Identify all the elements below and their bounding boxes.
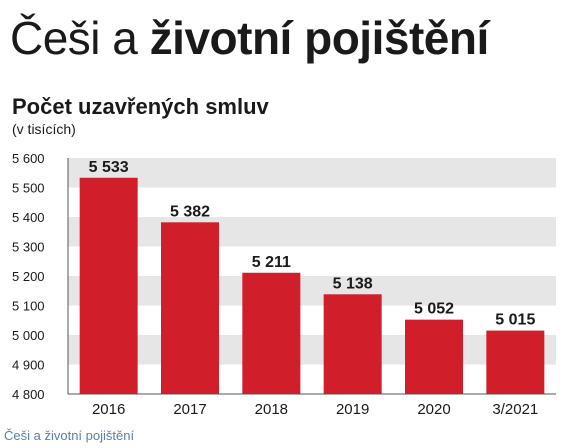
- data-label: 5 052: [414, 301, 454, 318]
- image-caption[interactable]: Češi a životní pojištění: [4, 428, 135, 443]
- bar: [323, 294, 382, 394]
- grid-band: [68, 217, 556, 247]
- headline: Češi a životní pojištění: [10, 10, 489, 66]
- headline-bold: životní pojištění: [149, 12, 490, 64]
- bar: [79, 177, 138, 394]
- y-tick-label: 4 800: [12, 387, 45, 402]
- bar: [161, 222, 219, 394]
- y-tick-label: 5 200: [12, 269, 45, 284]
- grid-band: [68, 187, 556, 217]
- data-label: 5 211: [252, 254, 291, 271]
- data-label: 5 382: [170, 203, 210, 220]
- grid-band: [68, 305, 556, 335]
- data-label: 5 138: [333, 275, 373, 292]
- y-tick-label: 5 500: [12, 181, 45, 196]
- grid-band: [68, 246, 556, 276]
- bar: [405, 319, 463, 394]
- x-tick-label: 2020: [417, 401, 450, 418]
- data-label: 5 533: [89, 159, 129, 176]
- x-tick-label: 2019: [336, 401, 369, 418]
- chart-unit: (v tisících): [12, 121, 76, 137]
- grid-band: [68, 335, 556, 365]
- chart-title: Počet uzavřených smluv: [12, 94, 269, 119]
- x-tick-label: 3/2021: [492, 401, 538, 418]
- data-label: 5 015: [495, 312, 535, 329]
- x-tick-label: 2018: [255, 401, 288, 418]
- y-tick-label: 4 900: [12, 358, 45, 373]
- grid-band: [68, 158, 556, 188]
- x-tick-label: 2017: [173, 401, 206, 418]
- y-tick-label: 5 400: [12, 210, 45, 225]
- bar: [242, 272, 301, 394]
- y-tick-label: 5 100: [12, 299, 45, 314]
- y-tick-label: 5 300: [12, 240, 45, 255]
- y-tick-label: 5 600: [12, 151, 45, 166]
- x-tick-label: 2016: [92, 401, 125, 418]
- y-tick-label: 5 000: [12, 328, 45, 343]
- bar: [486, 330, 545, 394]
- grid-band: [68, 364, 556, 394]
- grid-band: [68, 276, 556, 306]
- headline-regular: Češi a: [10, 12, 150, 64]
